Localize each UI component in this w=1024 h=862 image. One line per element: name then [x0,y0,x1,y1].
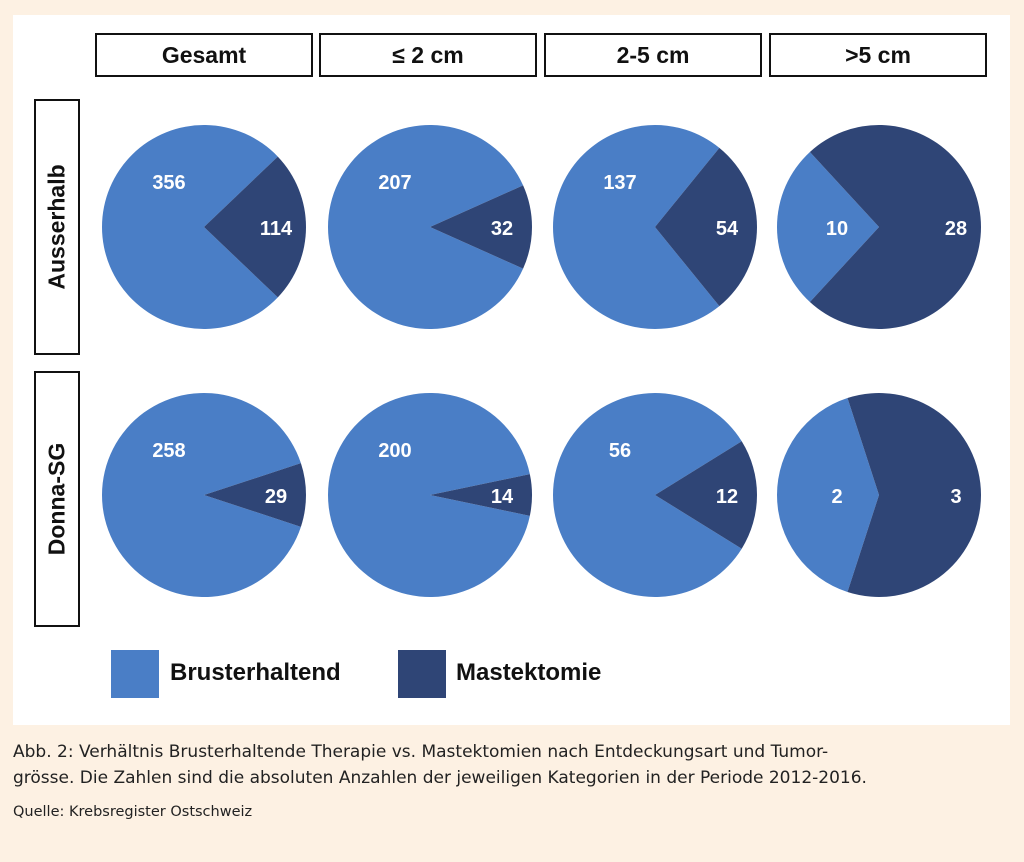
data-label-brusterhaltend-donna-sg-2-5-cm: 56 [609,440,631,462]
data-label-mastektomie-donna-sg-2-5-cm: 12 [716,486,738,508]
figure-caption-line-2: grösse. Die Zahlen sind die absoluten An… [13,768,867,788]
pie-slice-brusterhaltend-donna-sg-2-5-cm [553,393,742,598]
data-label-mastektomie-ausserhalb-gt5-cm: 28 [945,218,967,240]
data-label-mastektomie-ausserhalb-gesamt: 114 [260,218,293,240]
column-header-gt-5cm: >5 cm [769,33,987,77]
figure-panel: Gesamt ≤ 2 cm 2-5 cm >5 cm Ausserhalb Do… [13,15,1010,725]
pie-slice-brusterhaltend-donna-sg-gt5-cm [777,397,879,593]
pie-donna-sg-gesamt: 258 29 [102,393,307,597]
data-label-mastektomie-ausserhalb-2-5-cm: 54 [716,218,739,240]
pie-slice-brusterhaltend-ausserhalb-le-2-cm [328,125,524,330]
pie-slice-brusterhaltend-ausserhalb-gesamt [102,125,278,329]
figure-source: Quelle: Krebsregister Ostschweiz [13,804,253,820]
pie-slice-brusterhaltend-ausserhalb-gt5-cm [776,151,879,303]
pie-slice-mastektomie-donna-sg-gesamt [204,463,307,527]
pie-slice-brusterhaltend-donna-sg-le-2-cm [328,393,530,597]
pie-ausserhalb-le-2-cm: 207 32 [328,125,532,330]
data-label-brusterhaltend-ausserhalb-le-2-cm: 207 [378,172,411,194]
legend-swatch-mastektomie [398,650,446,698]
data-label-brusterhaltend-ausserhalb-gesamt: 356 [152,172,185,194]
pie-slice-mastektomie-donna-sg-2-5-cm [655,441,757,549]
row-header-ausserhalb: Ausserhalb [34,99,80,355]
pie-slice-mastektomie-ausserhalb-gesamt [204,156,306,298]
pie-slice-mastektomie-ausserhalb-2-5-cm [655,147,757,307]
pie-slice-mastektomie-ausserhalb-gt5-cm [809,125,982,329]
pie-donna-sg-le-2-cm: 200 14 [328,393,532,597]
column-header-gesamt: Gesamt [95,33,313,77]
data-label-mastektomie-donna-sg-gesamt: 29 [265,486,287,508]
data-label-brusterhaltend-donna-sg-gt5-cm: 2 [831,486,842,508]
figure-caption-line-1: Abb. 2: Verhältnis Brusterhaltende Thera… [13,742,829,762]
pie-slice-mastektomie-donna-sg-gt5-cm [847,393,982,597]
data-label-brusterhaltend-donna-sg-gesamt: 258 [152,440,185,462]
column-header-le-2cm: ≤ 2 cm [319,33,537,77]
row-header-donna-sg: Donna-SG [34,371,80,627]
data-label-brusterhaltend-ausserhalb-2-5-cm: 137 [603,172,636,194]
data-label-brusterhaltend-ausserhalb-gt5-cm: 10 [826,218,848,240]
pie-ausserhalb-2-5-cm: 137 54 [553,125,757,330]
pie-donna-sg-2-5-cm: 56 12 [553,393,757,598]
legend-label-brusterhaltend: Brusterhaltend [170,659,341,686]
pie-slice-mastektomie-donna-sg-le-2-cm [430,474,532,516]
legend-swatch-brusterhaltend [111,650,159,698]
data-label-mastektomie-donna-sg-le-2-cm: 14 [491,486,514,508]
pie-ausserhalb-gesamt: 356 114 [102,125,306,329]
pie-slice-brusterhaltend-ausserhalb-2-5-cm [553,125,720,330]
legend-label-mastektomie: Mastektomie [456,659,602,686]
column-header-2-5cm: 2-5 cm [544,33,762,77]
data-label-mastektomie-donna-sg-gt5-cm: 3 [950,486,961,508]
pie-slice-brusterhaltend-donna-sg-gesamt [102,393,301,597]
data-label-mastektomie-ausserhalb-le-2-cm: 32 [491,218,513,240]
data-label-brusterhaltend-donna-sg-le-2-cm: 200 [378,440,411,462]
pie-ausserhalb-gt5-cm: 10 28 [776,125,982,329]
pie-slice-mastektomie-ausserhalb-le-2-cm [430,185,532,269]
